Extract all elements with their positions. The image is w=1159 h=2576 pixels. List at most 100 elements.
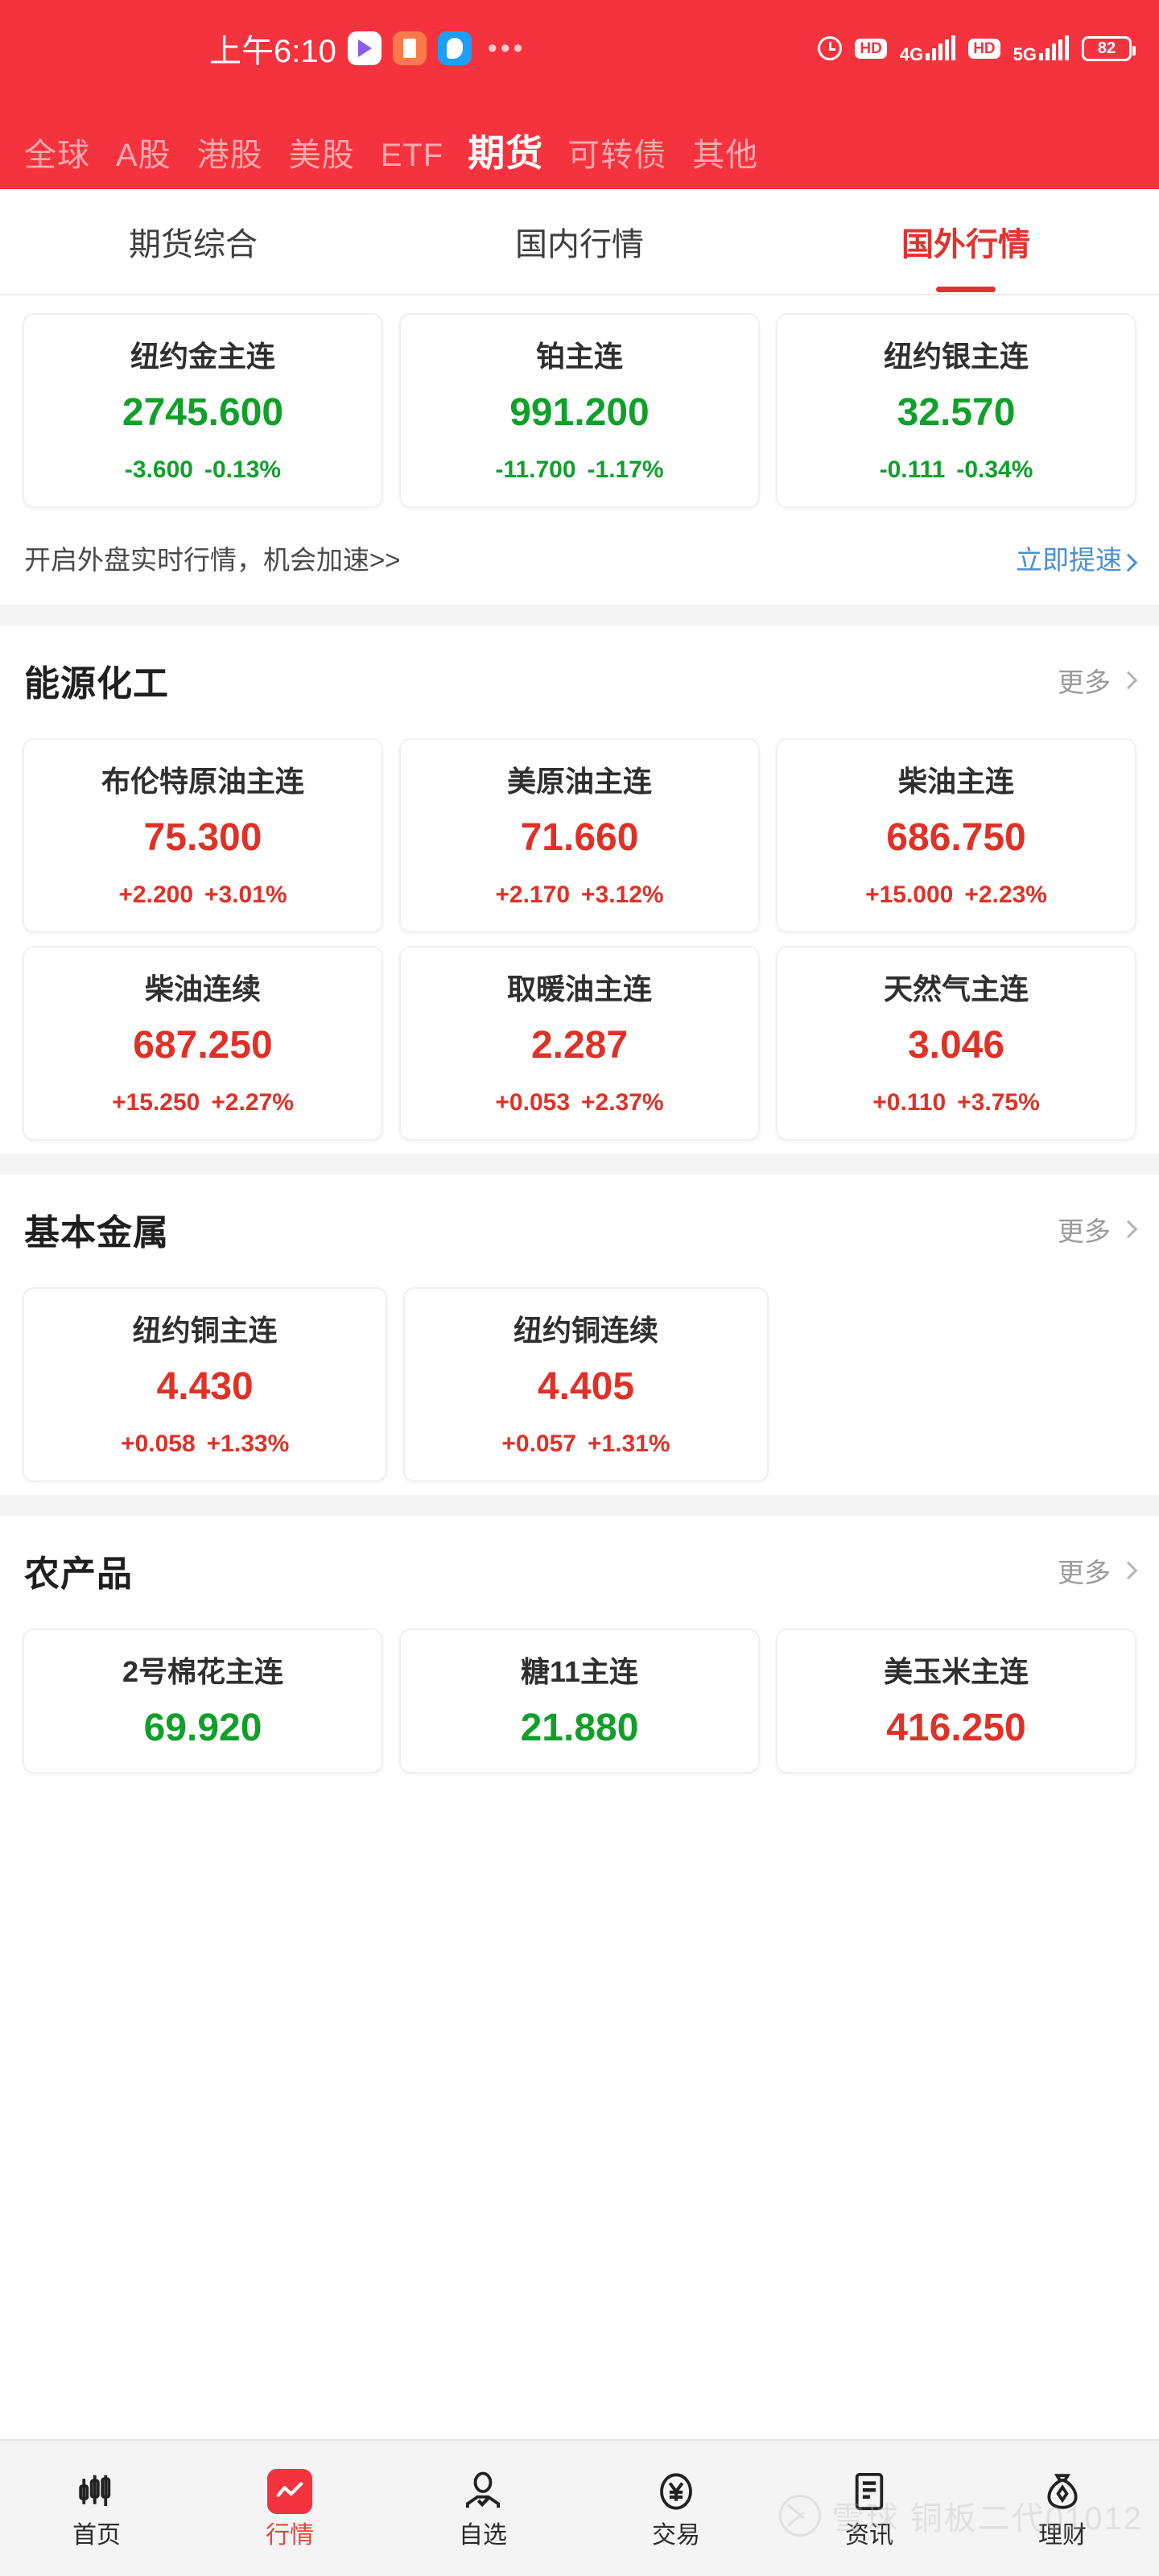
status-bar-right-cluster: HD 4G HD 5G 82 [818,35,1136,64]
quote-change-absolute: +2.170 [495,881,570,908]
quote-change-percent: +2.27% [211,1089,294,1116]
category-tab-7[interactable]: 其他 [692,138,759,173]
category-tab-bar[interactable]: 全球 A股 港股 美股 ETF 期货 可转债 其他 [0,97,1159,189]
sub-tab-bar[interactable]: 期货综合 国内行情 国外行情 [0,189,1159,295]
status-bar: 上午6:10 ••• HD 4G HD 5G [0,0,1159,97]
chevron-right-icon [1119,671,1138,690]
category-tab-5[interactable]: 期货 [468,132,544,174]
quote-change-row: +2.200 +3.01% [29,883,377,907]
promo-link-button[interactable]: 立即提速 [1016,539,1138,577]
section-header-2: 农产品 更多 [0,1516,1159,1611]
category-tab-1[interactable]: A股 [116,138,171,173]
sub-tab-2[interactable]: 国外行情 [773,218,1159,265]
quote-name: 糖11主连 [520,1655,639,1688]
quote-card[interactable]: 纽约银主连 32.570 -0.111 -0.34% [776,313,1136,508]
quote-card[interactable]: 取暖油主连 2.287 +0.053 +2.37% [399,946,760,1141]
quote-price: 991.200 [509,391,650,434]
quote-change-row: +0.057 +1.31% [410,1432,761,1456]
quote-name: 取暖油主连 [506,972,652,1005]
quote-card[interactable]: 纽约铜连续 4.405 +0.057 +1.31% [403,1287,769,1482]
clipboard-icon [392,31,427,65]
promo-banner[interactable]: 开启外盘实时行情，机会加速>> 立即提速 [0,521,1159,605]
user-check-icon [461,2469,505,2514]
nav-item-trend-line[interactable]: 行情 [193,2469,386,2548]
status-overflow-icon: ••• [487,33,526,64]
quote-change-row: +2.170 +3.12% [406,883,753,907]
quote-change-row: -3.600 -0.13% [29,458,377,482]
battery-level: 82 [1097,39,1116,57]
quote-change-absolute: +0.058 [121,1430,196,1457]
quote-price: 2.287 [530,1024,629,1067]
section-header-0: 能源化工 更多 [0,625,1159,720]
category-tab-4[interactable]: ETF [380,138,444,173]
quote-change-absolute: -11.700 [495,456,576,483]
section-title: 农产品 [24,1554,133,1594]
active-nav-badge [267,2469,312,2514]
quote-name: 纽约银主连 [883,340,1029,373]
quote-change-absolute: +0.053 [495,1089,570,1116]
quote-name: 美原油主连 [506,765,652,798]
quote-name: 纽约铜连续 [513,1314,658,1347]
quote-card[interactable]: 美原油主连 71.660 +2.170 +3.12% [399,738,760,933]
nav-item-label: 行情 [266,2522,314,2549]
section-more-button[interactable]: 更多 [1058,661,1138,700]
quote-card[interactable]: 柴油主连 686.750 +15.000 +2.23% [776,738,1136,933]
quote-price: 69.920 [143,1707,262,1749]
category-tab-2[interactable]: 港股 [196,138,263,173]
nav-item-label: 首页 [72,2522,121,2549]
quote-change-row: +0.058 +1.33% [29,1432,381,1456]
quote-card[interactable]: 布伦特原油主连 75.300 +2.200 +3.01% [23,738,383,933]
quote-price: 75.300 [143,816,262,859]
quote-price: 687.250 [133,1024,273,1067]
section-more-button[interactable]: 更多 [1058,1210,1138,1249]
quote-card[interactable]: 铂主连 991.200 -11.700 -1.17% [399,313,760,508]
section-more-label: 更多 [1058,667,1111,697]
hd-icon-sim1: HD [855,38,887,59]
nav-item-label: 理财 [1038,2522,1087,2549]
quote-change-absolute: +0.057 [501,1430,576,1457]
category-tab-6[interactable]: 可转债 [567,138,667,173]
section-divider [0,605,1159,625]
quote-price: 2745.600 [122,391,284,434]
quote-name: 柴油主连 [897,765,1014,798]
chevron-right-icon [1119,1220,1138,1239]
sub-tab-1[interactable]: 国内行情 [515,227,644,262]
quote-change-percent: -1.17% [587,456,664,483]
quote-change-percent: -0.34% [956,456,1033,483]
quote-card[interactable]: 美玉米主连 416.250 [776,1629,1136,1773]
section-more-button[interactable]: 更多 [1058,1551,1138,1590]
quote-card[interactable]: 纽约金主连 2745.600 -3.600 -0.13% [23,313,383,508]
nav-item-money-bag[interactable]: 理财 [966,2469,1159,2548]
nav-item-news-document[interactable]: 资讯 [773,2469,966,2548]
section-divider [0,1154,1159,1174]
nav-item-user-check[interactable]: 自选 [386,2469,580,2548]
quote-card[interactable]: 柴油连续 687.250 +15.250 +2.27% [23,946,383,1141]
quote-change-percent: +2.37% [581,1089,664,1116]
category-tab-3[interactable]: 美股 [288,138,355,173]
quote-price: 32.570 [897,391,1016,434]
money-bag-icon [1041,2469,1084,2514]
quote-card[interactable]: 纽约铜主连 4.430 +0.058 +1.33% [23,1287,388,1482]
quote-card[interactable]: 2号棉花主连 69.920 [23,1629,383,1773]
quote-name: 铂主连 [535,340,623,373]
signal-bars-sim1 [926,35,956,60]
section-more-label: 更多 [1058,1216,1111,1246]
section-more-label: 更多 [1058,1558,1111,1587]
trend-line-icon [267,2469,312,2514]
promo-text: 开启外盘实时行情，机会加速>> [24,545,401,575]
bottom-navigation[interactable]: 首页 行情 自选 交易 资讯 理财 [0,2439,1159,2576]
quote-grid: 柴油连续 687.250 +15.250 +2.27% 取暖油主连 2.287 +0.053… [0,946,1159,1154]
nav-item-yen-coin[interactable]: 交易 [580,2469,773,2548]
quote-price: 4.405 [537,1365,635,1408]
category-tab-0[interactable]: 全球 [24,138,90,173]
quote-grid: 纽约铜主连 4.430 +0.058 +1.33% 纽约铜连续 4.405 +0.057 +1… [0,1269,1159,1495]
nav-item-candlestick-chart[interactable]: 首页 [0,2469,193,2548]
nav-item-label: 资讯 [845,2522,893,2549]
quote-card[interactable]: 天然气主连 3.046 +0.110 +3.75% [776,946,1136,1141]
quote-change-percent: +3.01% [204,881,287,908]
quote-card[interactable]: 糖11主连 21.880 [399,1629,760,1773]
section-divider [0,1495,1159,1516]
news-document-icon [848,2469,891,2514]
sub-tab-0[interactable]: 期货综合 [129,227,258,262]
chevron-right-icon [1119,1561,1138,1580]
